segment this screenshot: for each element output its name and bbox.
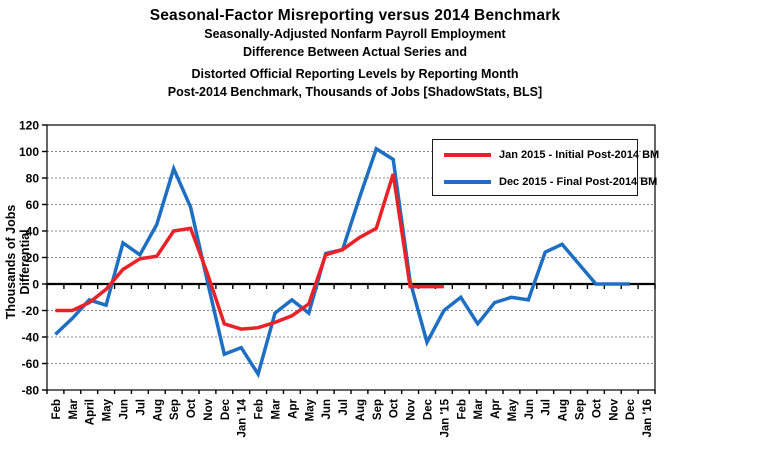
x-tick-label: Jan '16 [642,399,654,438]
chart-title-line-1: Seasonal-Factor Misreporting versus 2014… [149,7,561,24]
y-tick-label: 40 [26,225,40,239]
legend-label-red: Jan 2015 - Initial Post-2014 BM [499,149,660,161]
y-tick-label: 60 [26,198,40,212]
chart-legend: Jan 2015 - Initial Post-2014 BM Dec 2015… [432,139,659,196]
x-tick-label: Jun [524,399,536,419]
y-tick-label: 120 [19,119,39,133]
chart-title-line-3: Difference Between Actual Series and [243,44,467,59]
x-tick-label: Jul [135,399,147,416]
y-tick-label: 100 [19,145,39,159]
y-tick-label: -20 [22,304,40,318]
x-tick-label: Sep [575,399,587,420]
x-tick-label: Jun [119,399,131,419]
x-tick-label: Oct [591,399,603,418]
x-tick-label: Jul [338,399,350,416]
x-tick-label: Mar [473,398,485,419]
x-tick-label: Apr [287,398,299,418]
blue-series-line-swatch [444,180,491,184]
legend-item-blue: Dec 2015 - Final Post-2014 BM [433,170,657,194]
legend-item-red: Jan 2015 - Initial Post-2014 BM [433,143,659,167]
x-tick-label: Sep [372,399,384,420]
x-tick-label: May [507,398,519,421]
x-tick-label: Dec [625,398,637,420]
x-tick-label: Jul [541,399,553,416]
series-red-line [55,173,444,331]
x-tick-label: Feb [254,399,266,419]
x-tick-label: Nov [608,398,620,420]
y-tick-label: 0 [32,278,39,292]
x-tick-label: Feb [456,399,468,419]
x-tick-label: Mar [68,398,80,419]
red-series-line-swatch [444,153,491,157]
x-tick-label: May [304,398,316,421]
x-tick-label: Oct [186,399,198,418]
x-tick-label: Apr [490,398,502,418]
y-tick-label: -40 [22,331,40,345]
chart-title-line-2: Seasonally-Adjusted Nonfarm Payroll Empl… [204,27,506,41]
x-tick-label: Mar [271,398,283,419]
x-tick-label: Dec [220,398,232,420]
x-tick-label: Nov [203,398,215,420]
chart-title-block: Seasonal-Factor Misreporting versus 2014… [40,6,670,101]
y-tick-label: 20 [26,251,40,265]
legend-label-blue: Dec 2015 - Final Post-2014 BM [499,176,658,188]
x-tick-label: Feb [51,399,63,419]
x-tick-label: Aug [558,399,570,421]
x-tick-label: Dec [423,398,435,420]
y-tick-label: 80 [26,172,40,186]
chart-title-line-5: Post-2014 Benchmark, Thousands of Jobs [… [167,84,543,99]
x-tick-label: Jan '14 [237,398,249,437]
x-tick-label: Jan '15 [439,398,451,437]
x-tick-label: Nov [406,398,418,420]
chart-title-line-4: Distorted Official Reporting Levels by R… [191,67,519,81]
x-tick-label: April [85,399,97,425]
y-tick-label: -60 [22,357,40,371]
x-tick-label: May [102,398,114,421]
x-tick-label: Oct [389,399,401,418]
x-tick-label: Aug [152,399,164,421]
x-tick-label: Aug [355,399,367,421]
x-tick-label: Sep [169,399,181,420]
y-tick-label: -80 [22,384,40,398]
x-tick-label: Jun [321,399,333,419]
